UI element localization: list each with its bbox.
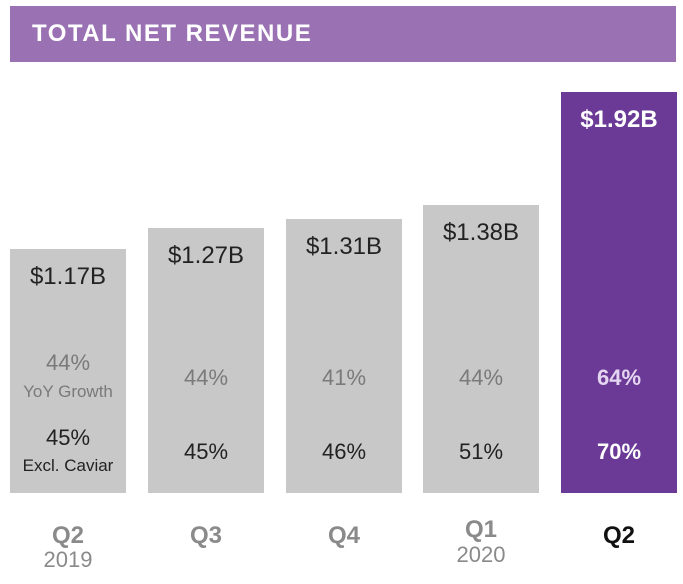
category-label: Q2 (51, 522, 84, 549)
yoy-growth-value: 41% (321, 365, 367, 390)
bar (561, 92, 677, 493)
value-label: $1.92B (580, 106, 658, 133)
value-label: $1.38B (442, 218, 520, 246)
chart-title-banner: TOTAL NET REVENUE (10, 6, 676, 62)
bar (423, 204, 539, 493)
excl-caviar-value: 51% (458, 439, 504, 464)
chart-title: TOTAL NET REVENUE (32, 20, 313, 47)
bar (286, 219, 402, 493)
value-label: $1.31B (305, 233, 383, 261)
year-label: 2020 (456, 542, 506, 567)
yoy-growth-value: 44% (45, 350, 91, 375)
excl-caviar-value: 45% (45, 425, 91, 450)
yoy-growth-value: 64% (596, 365, 642, 390)
yoy-growth-value: 44% (183, 365, 229, 390)
value-label: $1.27B (167, 241, 245, 269)
yoy-growth-value: 44% (458, 365, 504, 390)
value-label: $1.17B (29, 262, 107, 290)
excl-caviar-label: Excl. Caviar (22, 456, 114, 475)
excl-caviar-value: 45% (183, 439, 229, 464)
category-label: Q4 (327, 522, 360, 549)
category-label: Q3 (189, 522, 222, 549)
bar (148, 227, 264, 493)
excl-caviar-value: 70% (596, 439, 642, 464)
category-label: Q2 (602, 522, 635, 549)
yoy-growth-label: YoY Growth (23, 382, 113, 401)
bar (10, 248, 126, 493)
category-label: Q1 (464, 516, 497, 543)
year-label: 2019 (43, 547, 93, 572)
excl-caviar-value: 46% (321, 439, 367, 464)
